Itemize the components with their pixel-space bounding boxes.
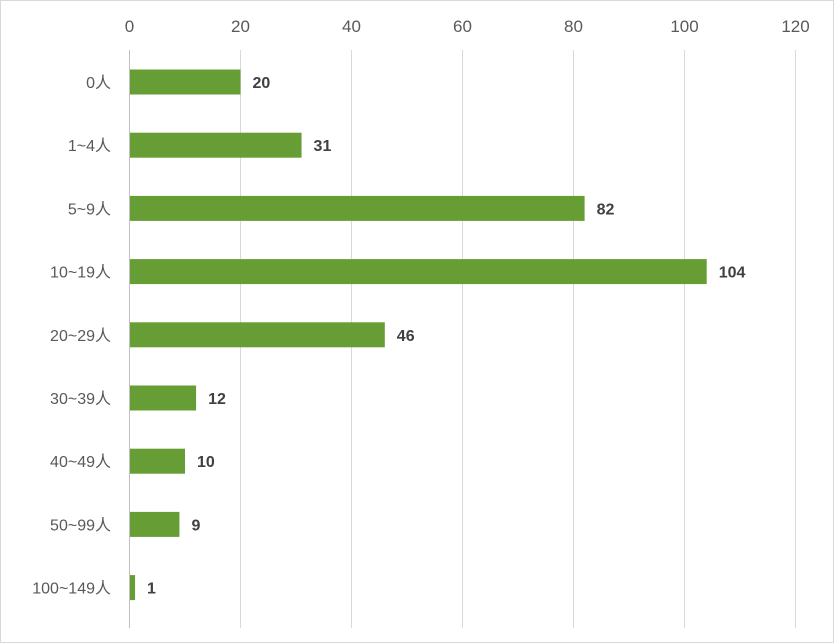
data-label: 31 [314,138,332,155]
bar [130,322,385,348]
bar [130,511,180,537]
data-label: 9 [191,517,200,534]
category-label: 40~49人 [50,453,111,471]
x-tick-label: 20 [231,17,250,36]
x-tick-label: 120 [781,17,809,36]
x-tick-label: 0 [125,17,134,36]
category-label: 100~149人 [32,580,111,598]
category-label: 5~9人 [68,200,111,218]
x-tick-label: 100 [670,17,698,36]
bar [130,195,585,221]
data-label: 20 [253,75,271,92]
data-label: 46 [397,328,415,345]
category-label: 20~29人 [50,327,111,345]
category-label: 1~4人 [68,137,111,155]
x-tick-label: 80 [564,17,583,36]
bar [130,575,136,601]
category-label: 10~19人 [50,264,111,282]
category-label: 50~99人 [50,516,111,534]
bar [130,69,241,95]
x-tick-label: 60 [453,17,472,36]
data-label: 104 [719,265,746,282]
data-label: 1 [147,581,156,598]
bar [130,259,707,285]
data-label: 12 [208,391,226,408]
bar [130,385,197,411]
data-label: 82 [597,201,615,218]
category-label: 0人 [86,74,111,92]
bar [130,448,185,474]
category-label: 30~39人 [50,390,111,408]
bar [130,132,302,158]
x-tick-label: 40 [342,17,361,36]
data-label: 10 [197,454,215,471]
